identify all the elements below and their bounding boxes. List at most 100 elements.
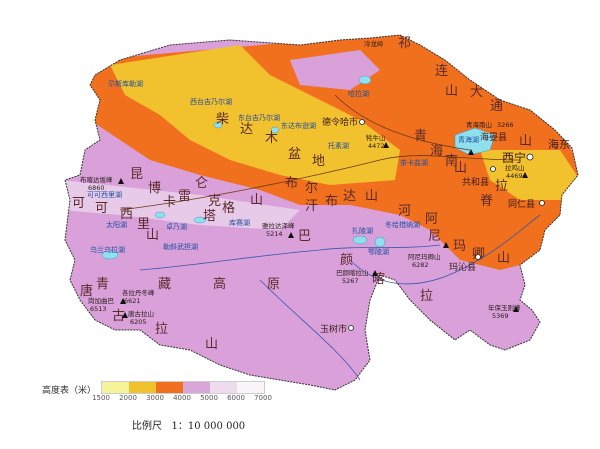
city-yushu: 玉树市 (320, 323, 347, 335)
peak-laji-elev: 4469 (506, 172, 523, 180)
label-nan: 南 (445, 153, 458, 169)
lake-eling: 鄂陵湖 (368, 247, 389, 256)
legend-swatch-6000-7000 (237, 382, 264, 393)
legend-tick: 4000 (173, 394, 191, 402)
label-ta: 塔 (203, 209, 216, 224)
city-marker-icon (526, 153, 534, 161)
label-ke3: 克 (208, 194, 221, 209)
label-ge: 格 (222, 200, 235, 216)
tongtian-river (139, 244, 441, 271)
taiyang-shape (154, 211, 166, 219)
label-kun: 昆 (130, 167, 143, 182)
scale-label: 比例尺 (132, 421, 162, 432)
legend-tick: 5000 (200, 394, 218, 402)
dabuxun-shape (270, 126, 280, 134)
lake-kusai: 库赛湖 (229, 218, 250, 227)
label-ma: 玛 (453, 239, 466, 254)
peak-qinghainanshan-elev: 3266 (497, 121, 514, 129)
lancang-river (259, 279, 361, 381)
lake-zaling: 扎陵湖 (352, 226, 373, 235)
peak-lenglongling: 冷龙岭 (364, 39, 384, 48)
scale-bar: 比例尺 1：10 000 000 (132, 417, 245, 432)
lake-zhuonai: 卓乃湖 (166, 222, 187, 231)
lake-taiyang: 太阳湖 (106, 220, 127, 229)
label-la: 拉 (420, 289, 433, 304)
road-2 (334, 94, 471, 151)
label-pen: 盆 (288, 147, 301, 162)
legend-swatch-5000-6000 (210, 382, 237, 393)
label-yan: 颜 (340, 252, 353, 268)
city-marker-icon (539, 200, 545, 206)
label-mu: 木 (265, 131, 278, 146)
legend-swatch-1500-2000 (102, 382, 129, 393)
label-datong-tong: 通 (490, 99, 503, 114)
label-shan: 山 (250, 193, 263, 208)
city-delingha: 德令哈市 (322, 116, 358, 128)
label-ke: 可 (72, 196, 85, 211)
legend-swatch-2000-3000 (129, 382, 156, 393)
scale-value: 1：10 000 000 (171, 421, 246, 432)
lake-donggeicuona: 冬给措纳湖 (385, 220, 420, 229)
lake-east-taijinar: 东台吉乃尔湖 (238, 113, 280, 122)
city-haiyan: 海晏县 (480, 131, 507, 143)
lake-chaka: 茶卡盐湖 (400, 158, 428, 167)
peak-tanggula-elev: 6205 (130, 318, 147, 326)
legend-tick: 6000 (227, 394, 245, 402)
peak-nianbaoyuze-elev: 5369 (492, 312, 509, 320)
peak-nianbaoyuze: 年保玉则峰 (488, 303, 521, 312)
label-la2: 拉 (155, 322, 168, 337)
peak-triangle-icon (522, 172, 528, 178)
label-shan7: 山 (454, 161, 467, 176)
peak-gangjiaquba-elev: 6513 (90, 305, 107, 313)
legend-title: 高度表（米） (42, 386, 97, 396)
peak-markers (118, 142, 528, 318)
label-he: 河 (398, 204, 411, 219)
east-taijinar-shape (213, 121, 223, 129)
label-gu: 古 (112, 309, 125, 324)
label-shan2: 山 (365, 189, 378, 204)
peak-labels: 布喀达坂峰 6860 牦牛山 4472 青海南山 3266 拉鸡山 4469 雅… (80, 39, 525, 326)
lake-tuosu: 托素湖 (328, 141, 349, 150)
peak-qinghainanshan: 青海南山 (466, 120, 492, 129)
legend-swatch-4000-5000 (183, 382, 210, 393)
lake-gasikule: 尕斯库勒湖 (108, 79, 143, 88)
wulanwula-shape (101, 250, 119, 260)
label-qinghai-nanshan-qing: 青 (414, 129, 427, 144)
peak-triangle-icon (118, 178, 124, 184)
peak-triangle-icon (383, 142, 389, 148)
peak-triangle-icon (288, 232, 294, 238)
peak-animaqing-elev: 6282 (412, 261, 429, 269)
peak-bukadaban: 布喀达坂峰 (80, 175, 113, 184)
label-a: 阿 (425, 212, 438, 227)
label-shan4: 山 (205, 337, 218, 352)
label-qing: 青 (96, 277, 109, 292)
legend-tick: 7000 (254, 394, 272, 402)
peak-geladandong-elev: 6621 (124, 297, 141, 305)
city-markers (348, 119, 545, 331)
label-han: 汗 (305, 199, 318, 214)
label-li: 里 (137, 217, 150, 232)
elevation-5000-6000 (65, 180, 300, 230)
legend-tick: 3000 (146, 394, 164, 402)
peak-triangle-icon (443, 242, 449, 248)
city-tongren: 同仁县 (508, 198, 535, 210)
label-chai: 柴 (216, 112, 229, 127)
peak-triangle-icon (513, 306, 519, 312)
peak-gangjiaquba: 岗加曲巴 (88, 296, 115, 305)
label-ba: 巴 (298, 229, 311, 244)
peak-bayankala-elev: 5267 (342, 277, 359, 285)
label-hai: 海 (430, 144, 443, 159)
legend-ticks: 1500 2000 3000 4000 5000 6000 7000 (88, 394, 288, 404)
road-1 (119, 155, 521, 211)
label-bu2: 布 (325, 194, 338, 209)
label-tang: 唐 (80, 283, 93, 299)
roads (119, 94, 521, 211)
label-datong-da: 大 (470, 85, 483, 100)
label-di: 地 (312, 154, 325, 169)
city-labels: 德令哈市 西宁 海东 共和县 海晏县 同仁县 玛沁县 玉树市 (320, 116, 570, 335)
zaling-lake-shape (352, 235, 368, 245)
label-bo: 博 (148, 181, 161, 196)
label-er: 尔 (305, 181, 318, 196)
